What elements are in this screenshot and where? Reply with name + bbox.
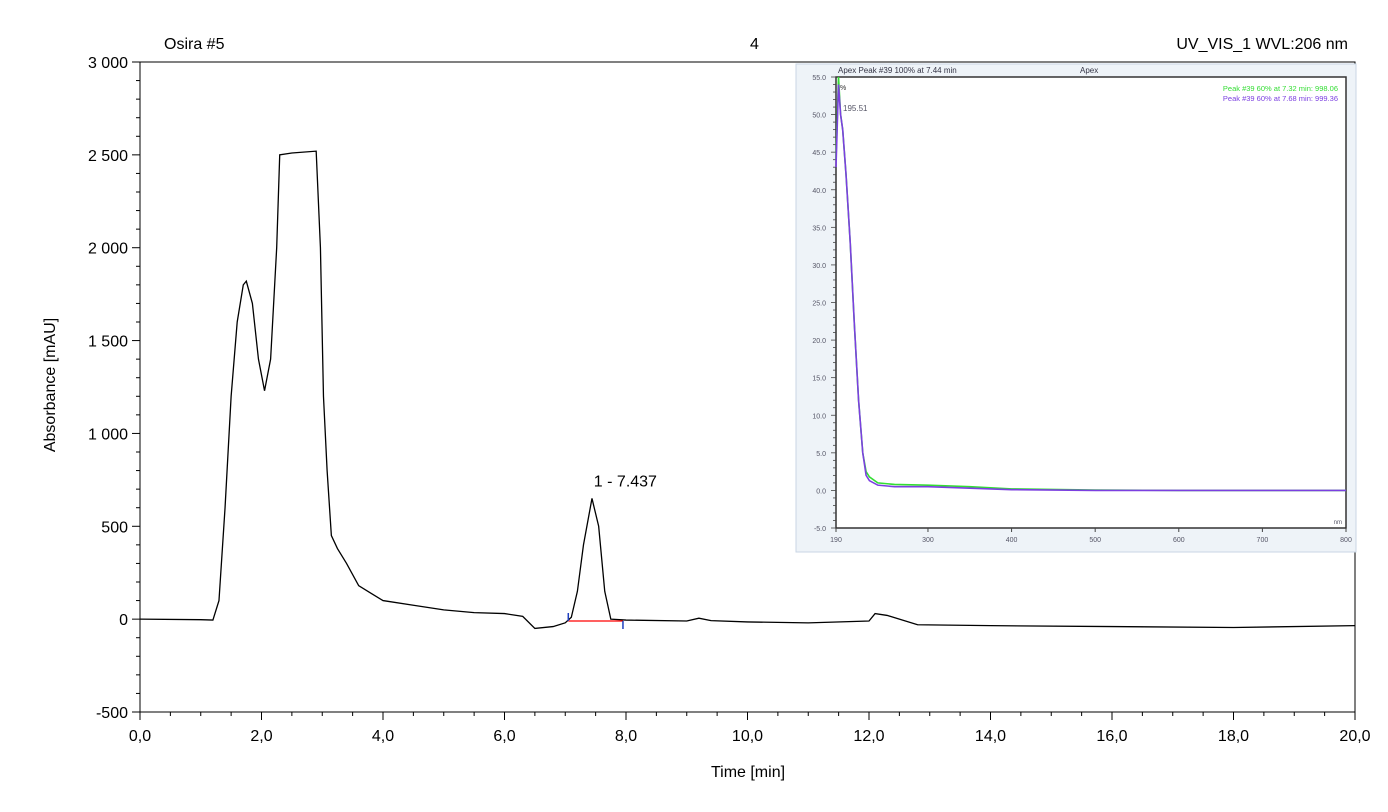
x-tick-label: 6,0 [493,728,515,745]
inset-y-tick-label: 50.0 [812,113,826,120]
inset-y-tick-label: 10.0 [812,413,826,420]
inset-x-tick-label: 800 [1340,537,1352,544]
inset-x-tick-label: 500 [1089,537,1101,544]
x-tick-label: 18,0 [1218,728,1249,745]
peak-label: 1 - 7.437 [594,473,657,490]
inset-y-tick-label: 40.0 [812,188,826,195]
inset-y-tick-label: 15.0 [812,376,826,383]
inset-apex-annotation: 195.51 [843,104,868,113]
y-axis-label: Absorbance [mAU] [42,318,59,452]
x-tick-label: 16,0 [1096,728,1127,745]
channel-label: UV_VIS_1 WVL:206 nm [1176,36,1348,53]
x-tick-label: 0,0 [129,728,151,745]
x-tick-label: 8,0 [615,728,637,745]
y-tick-label: 2 000 [88,241,128,258]
inset-spectrum-2 [835,84,1346,492]
inset-x-tick-label: 300 [922,537,934,544]
y-tick-label: 3 000 [88,55,128,72]
inset-y-unit: % [840,85,846,92]
x-tick-label: 4,0 [372,728,394,745]
inset-y-tick-label: 30.0 [812,263,826,270]
y-tick-label: 2 500 [88,148,128,165]
chromatogram-trace [139,150,1356,630]
inset-x-tick-label: 600 [1173,537,1185,544]
inset-y-tick-label: 20.0 [812,338,826,345]
inset-title: Apex Peak #39 100% at 7.44 min [838,66,957,75]
y-tick-label: 1 500 [88,334,128,351]
y-tick-label: 1 000 [88,426,128,443]
x-tick-label: 10,0 [732,728,763,745]
inset-y-tick-label: 55.0 [812,75,826,82]
x-tick-label: 14,0 [975,728,1006,745]
inset-x-tick-label: 400 [1006,537,1018,544]
inset-y-tick-label: 35.0 [812,225,826,232]
x-tick-label: 20,0 [1339,728,1370,745]
inset-x-tick-label: 190 [830,537,842,544]
y-tick-label: 500 [101,519,128,536]
inset-y-tick-label: -5.0 [814,526,826,533]
inset-y-tick-label: 45.0 [812,150,826,157]
injection-number: 4 [750,36,759,53]
inset-y-tick-label: 0.0 [816,488,826,495]
inset-x-tick-label: 700 [1257,537,1269,544]
inset-subtitle: Apex [1080,66,1098,75]
y-tick-label: -500 [96,705,128,722]
sample-name: Osira #5 [164,36,225,53]
inset-x-unit: nm [1334,520,1342,526]
inset-y-tick-label: 5.0 [816,451,826,458]
inset-legend-entry-2: Peak #39 60% at 7.68 min: 999.36 [1223,94,1338,103]
x-tick-label: 12,0 [853,728,884,745]
x-axis-label: Time [min] [711,764,785,781]
x-tick-label: 2,0 [250,728,272,745]
inset-legend-entry-1: Peak #39 60% at 7.32 min: 998.06 [1223,84,1338,93]
inset-y-tick-label: 25.0 [812,301,826,308]
inset-frame [835,76,1347,529]
y-tick-label: 0 [119,612,128,629]
